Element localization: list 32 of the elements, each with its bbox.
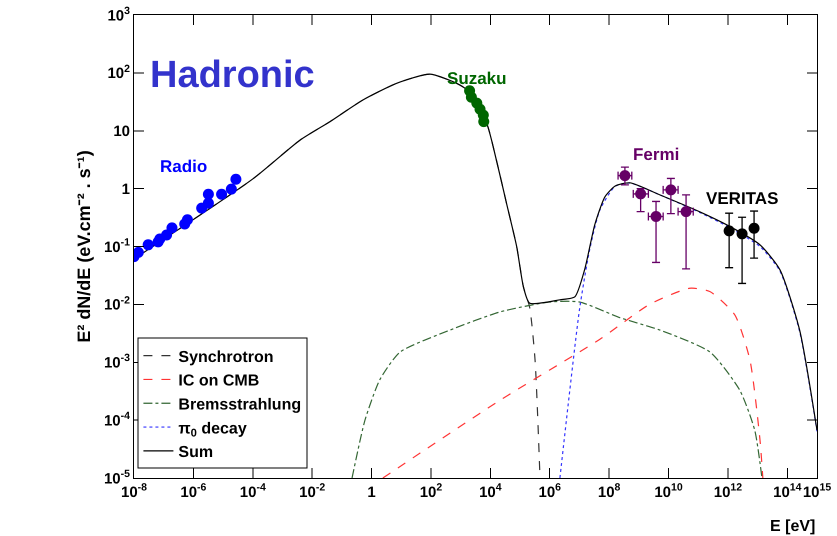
series-label: Fermi bbox=[633, 145, 680, 164]
series-label: VERITAS bbox=[706, 189, 778, 208]
y-tick-label: 10$^{-1}$ bbox=[104, 236, 130, 256]
x-tick-label: 10$^{6}$ bbox=[538, 482, 562, 501]
series-label: Radio bbox=[160, 157, 208, 176]
x-tick-label: 10$^{-4}$ bbox=[240, 482, 266, 501]
legend-label: Bremsstrahlung bbox=[178, 396, 302, 414]
y-axis-title: E² dN/dE (eV.cm⁻² . s⁻¹) bbox=[74, 150, 94, 343]
x-tick-label: 10$^{-2}$ bbox=[299, 482, 326, 501]
x-tick-label: 10$^{10}$ bbox=[654, 482, 683, 501]
legend-label: π$_{0}$ decay bbox=[178, 420, 247, 440]
x-tick-label: 10$^{8}$ bbox=[598, 482, 621, 501]
x-tick-label: 10$^{-6}$ bbox=[180, 482, 207, 501]
x-tick-label: 1 bbox=[367, 484, 376, 501]
series-label: Suzaku bbox=[447, 69, 507, 88]
y-tick-label: 1 bbox=[122, 180, 130, 198]
legend-label: Synchrotron bbox=[178, 348, 274, 366]
y-tick-label: 10$^{-2}$ bbox=[104, 294, 130, 314]
y-tick-label: 10$^{3}$ bbox=[107, 4, 130, 24]
legend-label: Sum bbox=[178, 444, 214, 462]
y-tick-label: 10$^{-4}$ bbox=[104, 410, 130, 430]
x-tick-label: 10$^{12}$ bbox=[714, 482, 742, 501]
annotation: Hadronic bbox=[150, 54, 315, 96]
y-tick-label: 10$^{2}$ bbox=[107, 62, 130, 82]
y-tick-label: 10 bbox=[113, 123, 130, 140]
x-tick-label: 10$^{15}$ bbox=[802, 482, 832, 501]
x-tick-label: 10$^{2}$ bbox=[420, 482, 442, 501]
x-axis-title: E [eV] bbox=[770, 518, 816, 535]
y-tick-label: 10$^{-3}$ bbox=[104, 352, 130, 372]
x-tick-label: 10$^{14}$ bbox=[773, 482, 802, 501]
x-tick-label: 10$^{4}$ bbox=[479, 482, 502, 501]
legend-label: IC on CMB bbox=[178, 372, 260, 390]
